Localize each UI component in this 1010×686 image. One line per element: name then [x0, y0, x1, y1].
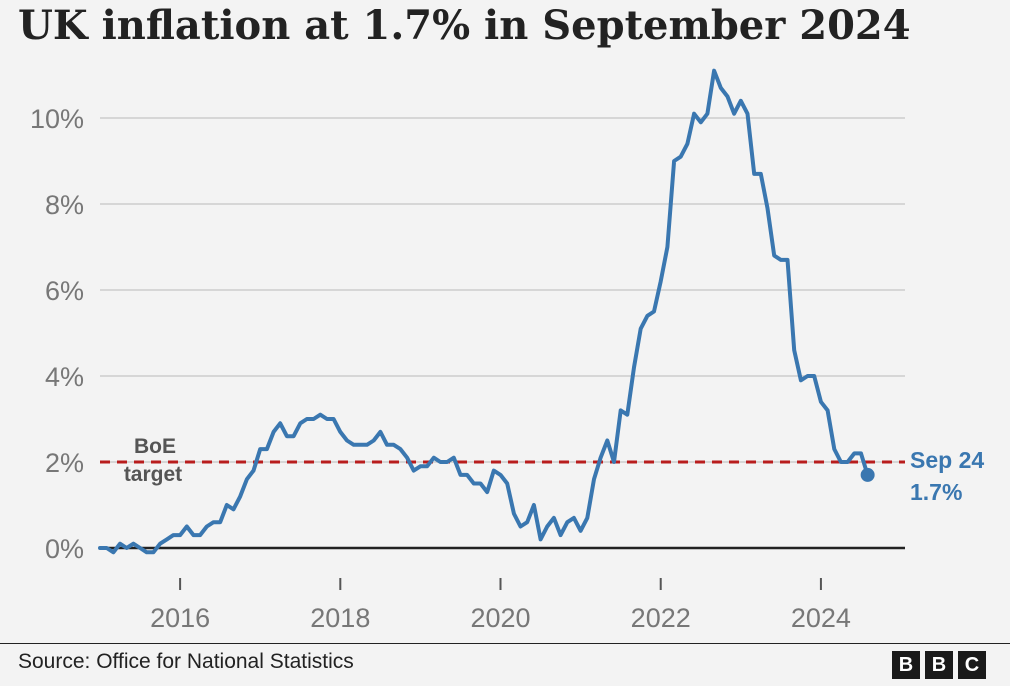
footer-divider	[0, 643, 1010, 644]
end-label-value: 1.7%	[910, 479, 962, 505]
target-label-line1: BoE	[134, 435, 176, 458]
y-tick-label: 2%	[45, 448, 84, 478]
x-tick-label: 2016	[150, 603, 210, 633]
x-axis: 2016 2018 2020 2022 2024	[150, 578, 851, 633]
y-axis-labels: 0% 2% 4% 6% 8% 10%	[30, 104, 84, 564]
target-label-line2: target	[124, 463, 182, 486]
chart-title: UK inflation at 1.7% in September 2024	[18, 2, 911, 49]
latest-value-point	[860, 467, 875, 482]
bbc-logo: B B C	[892, 651, 986, 679]
end-label-date: Sep 24	[910, 447, 984, 473]
y-tick-label: 6%	[45, 276, 84, 306]
y-tick-label: 4%	[45, 362, 84, 392]
x-tick-label: 2018	[310, 603, 370, 633]
y-tick-label: 10%	[30, 104, 84, 134]
inflation-series-line	[98, 68, 870, 555]
x-tick-label: 2024	[791, 603, 851, 633]
logo-letter-b1: B	[892, 651, 920, 679]
grid-lines	[100, 117, 905, 550]
source-note: Source: Office for National Statistics	[18, 650, 354, 673]
inflation-chart: 0% 2% 4% 6% 8% 10% 2016 2018 2020 2022 2024 BoE t…	[30, 68, 984, 633]
x-tick-label: 2020	[470, 603, 530, 633]
logo-letter-b2: B	[925, 651, 953, 679]
x-tick-label: 2022	[631, 603, 691, 633]
y-tick-label: 8%	[45, 190, 84, 220]
logo-letter-c: C	[958, 651, 986, 679]
y-tick-label: 0%	[45, 534, 84, 564]
